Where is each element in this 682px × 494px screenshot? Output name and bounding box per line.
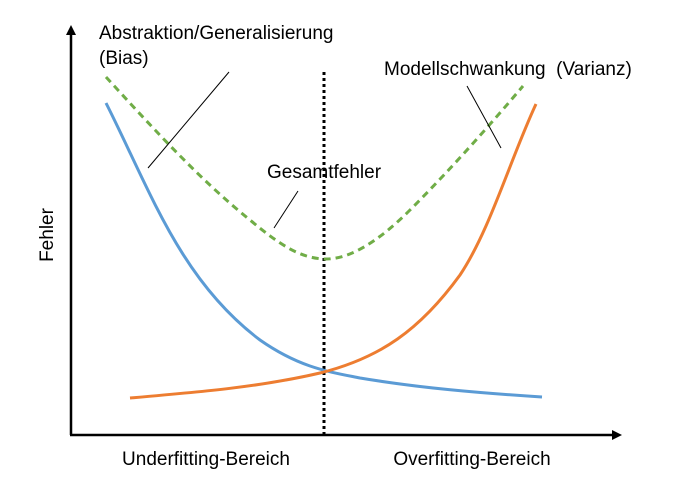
bias-callout-line [147,71,230,169]
bias-label-line2: (Bias) [99,48,149,69]
total-callout-line [273,190,299,229]
y-axis-label: Fehler [37,207,58,262]
variance-curve [129,103,538,400]
total-error-label: Gesamtfehler [267,162,382,183]
x-region-overfitting: Overfitting-Bereich [393,449,550,470]
bias-curve [104,102,543,399]
total-error-curve [104,75,525,261]
x-region-underfitting: Underfitting-Bereich [122,449,290,470]
variance-label: Modellschwankung (Varianz) [384,59,632,80]
bias-label-line1: Abstraktion/Generalisierung [99,23,333,44]
variance-callout-line [466,85,502,149]
